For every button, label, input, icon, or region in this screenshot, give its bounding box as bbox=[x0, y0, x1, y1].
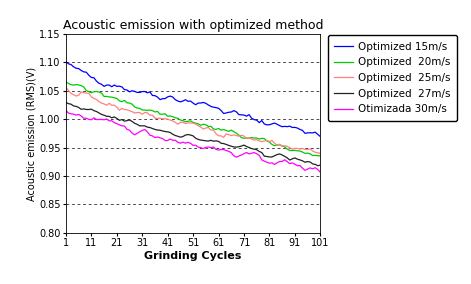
X-axis label: Grinding Cycles: Grinding Cycles bbox=[145, 251, 242, 261]
Otimizada 30m/s bbox=[317, 170, 323, 174]
Otimizada 30m/s bbox=[127, 128, 132, 132]
Optimized  20m/s bbox=[241, 137, 247, 140]
Otimizada 30m/s bbox=[241, 152, 247, 155]
Optimized  20m/s bbox=[180, 119, 186, 122]
Optimized  27m/s bbox=[216, 140, 221, 143]
Optimized  25m/s bbox=[317, 152, 323, 155]
Title: Acoustic emission with optimized method: Acoustic emission with optimized method bbox=[63, 18, 324, 32]
Optimized  25m/s bbox=[81, 91, 87, 95]
Optimized  27m/s bbox=[241, 143, 247, 147]
Otimizada 30m/s bbox=[63, 109, 69, 112]
Otimizada 30m/s bbox=[216, 148, 221, 152]
Optimized  25m/s bbox=[216, 134, 221, 137]
Optimized  20m/s bbox=[317, 154, 323, 158]
Optimized  27m/s bbox=[63, 101, 69, 104]
Optimized 15m/s bbox=[81, 70, 87, 74]
Otimizada 30m/s bbox=[254, 152, 260, 155]
Optimized  27m/s bbox=[315, 164, 321, 168]
Optimized  25m/s bbox=[241, 134, 247, 138]
Optimized  25m/s bbox=[254, 138, 260, 141]
Optimized  20m/s bbox=[81, 85, 87, 89]
Line: Otimizada 30m/s: Otimizada 30m/s bbox=[66, 110, 320, 172]
Optimized 15m/s bbox=[127, 90, 132, 93]
Optimized  25m/s bbox=[63, 85, 69, 89]
Optimized  20m/s bbox=[63, 80, 69, 83]
Optimized  27m/s bbox=[180, 135, 186, 138]
Line: Optimized  27m/s: Optimized 27m/s bbox=[66, 103, 320, 166]
Optimized 15m/s bbox=[63, 60, 69, 63]
Optimized  27m/s bbox=[317, 163, 323, 167]
Optimized  20m/s bbox=[254, 136, 260, 140]
Y-axis label: Acoustic emission (RMS)(V): Acoustic emission (RMS)(V) bbox=[26, 66, 36, 201]
Optimized  27m/s bbox=[254, 148, 260, 151]
Optimized  20m/s bbox=[216, 127, 221, 130]
Optimized  25m/s bbox=[180, 121, 186, 124]
Legend: Optimized 15m/s, Optimized  20m/s, Optimized  25m/s, Optimized  27m/s, Otimizada: Optimized 15m/s, Optimized 20m/s, Optimi… bbox=[328, 35, 457, 121]
Otimizada 30m/s bbox=[180, 141, 186, 144]
Optimized 15m/s bbox=[216, 106, 221, 110]
Line: Optimized 15m/s: Optimized 15m/s bbox=[66, 62, 320, 137]
Line: Optimized  25m/s: Optimized 25m/s bbox=[66, 87, 320, 153]
Optimized 15m/s bbox=[180, 99, 186, 103]
Otimizada 30m/s bbox=[81, 116, 87, 120]
Optimized 15m/s bbox=[254, 118, 260, 122]
Optimized  20m/s bbox=[127, 101, 132, 105]
Optimized  25m/s bbox=[127, 109, 132, 112]
Optimized 15m/s bbox=[241, 113, 247, 117]
Optimized  27m/s bbox=[127, 118, 132, 122]
Optimized 15m/s bbox=[317, 135, 323, 138]
Line: Optimized  20m/s: Optimized 20m/s bbox=[66, 82, 320, 156]
Optimized  27m/s bbox=[81, 107, 87, 110]
